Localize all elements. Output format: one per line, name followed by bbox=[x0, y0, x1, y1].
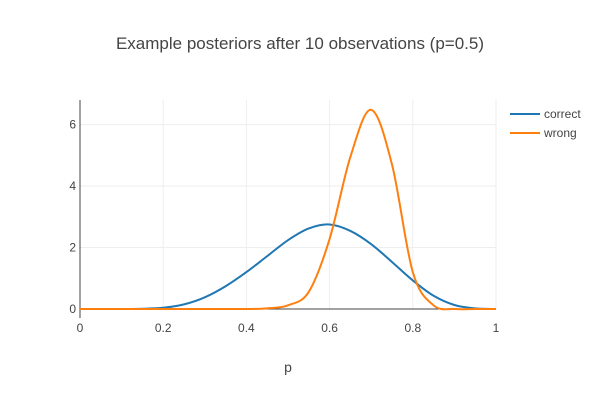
series-lines bbox=[80, 108, 497, 311]
y-tick-label: 2 bbox=[69, 241, 76, 255]
series-line-correct bbox=[80, 223, 497, 311]
x-axis-title: p bbox=[284, 359, 292, 375]
legend-label: correct bbox=[544, 107, 581, 121]
y-tick-label: 6 bbox=[69, 118, 76, 132]
axes bbox=[79, 100, 496, 318]
y-tick-label: 0 bbox=[69, 302, 76, 316]
legend-item-wrong[interactable]: wrong bbox=[510, 126, 577, 140]
series-line-wrong bbox=[80, 108, 496, 311]
chart-title: Example posteriors after 10 observations… bbox=[115, 34, 485, 53]
x-tick-label: 0.6 bbox=[321, 321, 338, 335]
x-tick-label: 0.4 bbox=[238, 321, 255, 335]
legend[interactable]: correct wrong bbox=[510, 107, 581, 140]
x-tick-label: 0.8 bbox=[404, 321, 421, 335]
legend-label: wrong bbox=[543, 126, 577, 140]
y-axis-ticks: 0 2 4 6 bbox=[69, 118, 76, 316]
x-tick-label: 1 bbox=[493, 321, 500, 335]
x-axis-ticks: 0 0.2 0.4 0.6 0.8 1 bbox=[77, 321, 500, 335]
x-tick-label: 0.2 bbox=[155, 321, 172, 335]
y-tick-label: 4 bbox=[69, 179, 76, 193]
legend-item-correct[interactable]: correct bbox=[510, 107, 581, 121]
x-tick-label: 0 bbox=[77, 321, 84, 335]
grid bbox=[80, 100, 497, 309]
